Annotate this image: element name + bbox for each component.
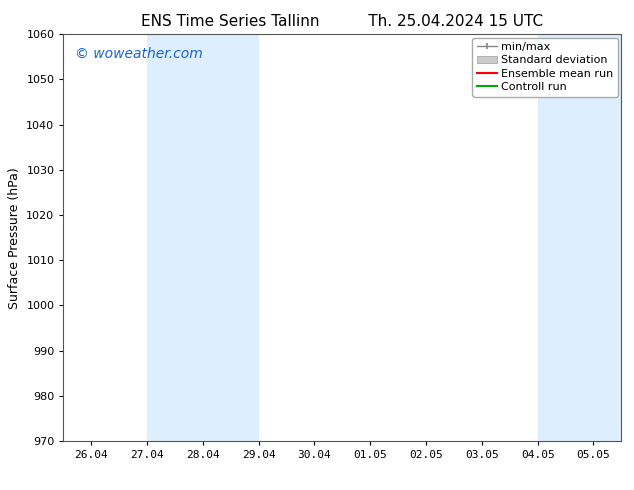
Legend: min/max, Standard deviation, Ensemble mean run, Controll run: min/max, Standard deviation, Ensemble me… (472, 38, 618, 97)
Title: ENS Time Series Tallinn          Th. 25.04.2024 15 UTC: ENS Time Series Tallinn Th. 25.04.2024 1… (141, 14, 543, 29)
Bar (147, 34, 259, 441)
Y-axis label: Surface Pressure (hPa): Surface Pressure (hPa) (8, 167, 21, 309)
Bar (538, 34, 634, 441)
Text: © woweather.com: © woweather.com (75, 47, 202, 60)
